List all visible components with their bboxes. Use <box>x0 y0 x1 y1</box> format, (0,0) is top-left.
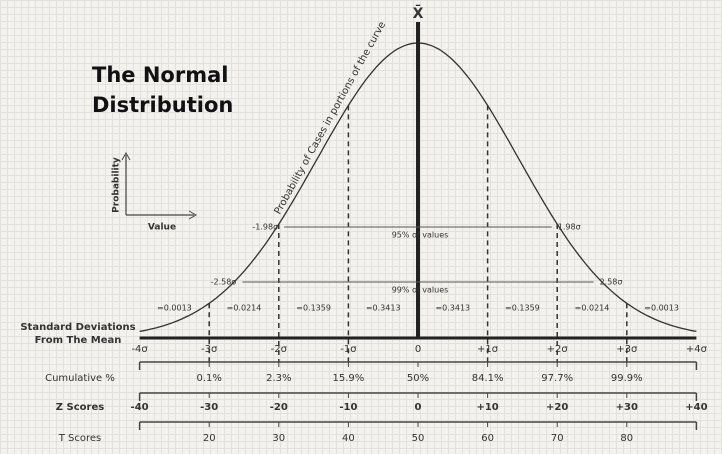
portion-label: =0.0214 <box>227 304 262 313</box>
row-label: Z Scores <box>56 402 104 413</box>
row-value: -2σ <box>271 344 288 355</box>
interval-low: -2.58σ <box>211 278 237 287</box>
arrow-head <box>121 151 131 161</box>
curve-label: Probability of Cases in portions of the … <box>273 20 389 216</box>
portion-label: =0.0013 <box>644 304 679 313</box>
row-value: +40 <box>685 402 707 413</box>
row-value: +30 <box>616 402 638 413</box>
row-value: +4σ <box>686 344 708 355</box>
row-value: -10 <box>339 402 357 413</box>
row-value: 80 <box>620 433 633 444</box>
row-value: 0 <box>415 402 422 413</box>
portion-label: =0.3413 <box>435 304 470 313</box>
portion-label: =0.0013 <box>157 304 192 313</box>
arrow-head <box>188 210 198 220</box>
row-value: 20 <box>203 433 216 444</box>
interval-label: 95% of values <box>392 231 449 240</box>
row-value: +2σ <box>547 344 569 355</box>
row-value: -20 <box>270 402 288 413</box>
row-value: -30 <box>200 402 218 413</box>
row-value: -3σ <box>201 344 218 355</box>
portion-label: =0.1359 <box>296 304 331 313</box>
portion-label: =0.0214 <box>575 304 610 313</box>
row-value: 50% <box>407 373 429 384</box>
row-value: -40 <box>131 402 149 413</box>
row-value: 97.7% <box>541 373 573 384</box>
interval-high: 2.58σ <box>600 278 623 287</box>
row-value: 50 <box>412 433 425 444</box>
row-value: 99.9% <box>611 373 643 384</box>
row-value: 0.1% <box>196 373 221 384</box>
row-value: 0 <box>415 344 421 355</box>
row-label: T Scores <box>58 433 102 444</box>
row-value: 70 <box>551 433 564 444</box>
title-line: The Normal <box>92 63 228 87</box>
row-value: 40 <box>342 433 355 444</box>
row-value: -1σ <box>340 344 357 355</box>
row-value: 2.3% <box>266 373 291 384</box>
portion-label: =0.1359 <box>505 304 540 313</box>
interval-low: -1.98σ <box>252 223 278 232</box>
row-value: +3σ <box>616 344 638 355</box>
portion-label: =0.3413 <box>366 304 401 313</box>
row-value: +20 <box>546 402 568 413</box>
row-value: 60 <box>481 433 494 444</box>
row-value: 84.1% <box>472 373 504 384</box>
row-value: -4σ <box>131 344 148 355</box>
row-value: +10 <box>476 402 498 413</box>
row-value: +1σ <box>477 344 499 355</box>
mean-symbol: X̄ <box>413 3 424 22</box>
interval-label: 99% of values <box>392 286 449 295</box>
row-value: 30 <box>272 433 285 444</box>
row-label: Standard Deviations <box>20 322 135 333</box>
x-label: Value <box>148 223 176 233</box>
row-label: Cumulative % <box>45 373 115 384</box>
row-value: 15.9% <box>333 373 365 384</box>
interval-high: 1.98σ <box>558 223 581 232</box>
row-label: From The Mean <box>35 335 122 346</box>
y-label: Probability <box>112 157 122 213</box>
title-line: Distribution <box>92 93 233 117</box>
